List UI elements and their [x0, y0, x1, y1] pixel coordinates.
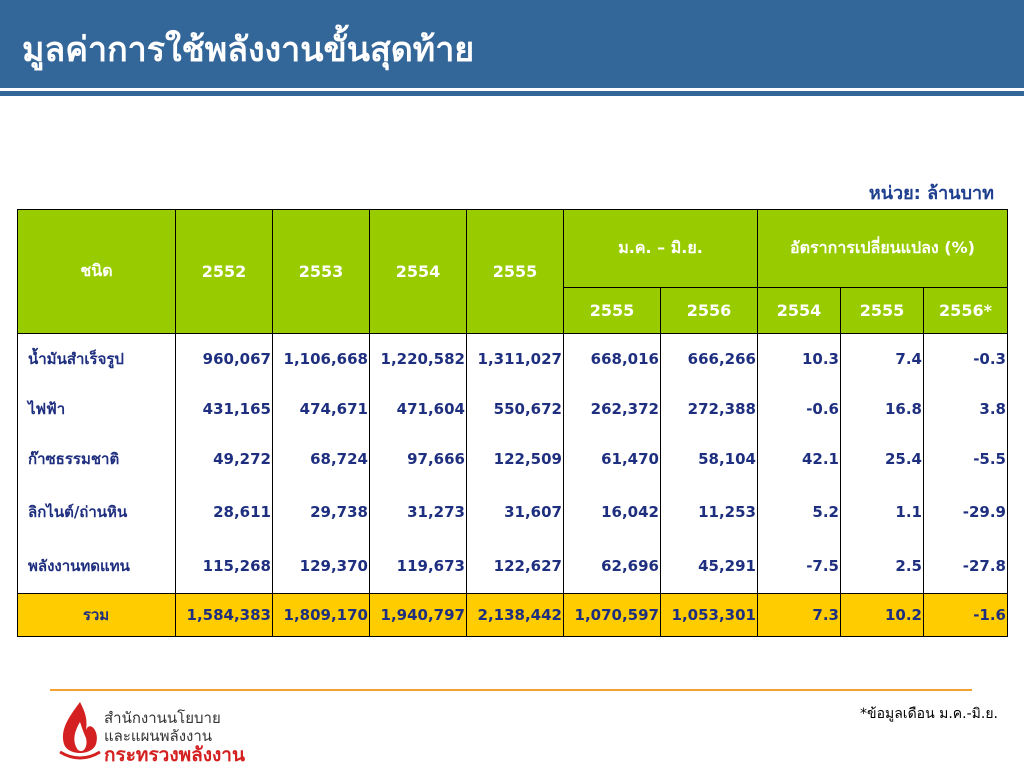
divider — [0, 91, 1024, 96]
value-cell: 1,053,301 — [660, 593, 758, 637]
table-row: น้ำมันสำเร็จรูป 960,067 1,106,668 1,220,582… — [17, 333, 1008, 385]
value-cell: 3.8 — [923, 384, 1008, 433]
title: มูลค่าการใช้พลังงานขั้นสุดท้าย — [22, 30, 475, 70]
value-cell: 58,104 — [660, 432, 758, 485]
header-bar: มูลค่าการใช้พลังงานขั้นสุดท้าย — [0, 0, 1024, 88]
footer-line — [50, 689, 972, 691]
value-cell: 1,940,797 — [369, 593, 467, 637]
value-cell: 10.3 — [757, 333, 841, 385]
label-cell: ก๊าซธรรมชาติ — [17, 432, 176, 485]
value-cell: 11,253 — [660, 484, 758, 539]
logo-icon — [59, 702, 101, 760]
value-cell: 1,070,597 — [563, 593, 661, 637]
value-cell: 1,220,582 — [369, 333, 467, 385]
table-row: รวม 1,584,383 1,809,170 1,940,797 2,138,442 1… — [17, 593, 1008, 637]
value-cell: 122,509 — [466, 432, 564, 485]
footnote: *ข้อมูลเดือน ม.ค.-มิ.ย. — [860, 706, 998, 722]
value-cell: 61,470 — [563, 432, 661, 485]
value-cell: 45,291 — [660, 538, 758, 594]
value-cell: 668,016 — [563, 333, 661, 385]
logo-text: กระทรวงพลังงาน — [104, 744, 245, 766]
value-cell: 2.5 — [840, 538, 924, 594]
label-cell: น้ำมันสำเร็จรูป — [17, 333, 176, 385]
value-cell: 25.4 — [840, 432, 924, 485]
value-cell: 31,607 — [466, 484, 564, 539]
group-header: ม.ค. – มิ.ย. — [563, 209, 758, 288]
label-cell: ลิกไนต์/ถ่านหิน — [17, 484, 176, 539]
value-cell: 1.1 — [840, 484, 924, 539]
value-cell: 960,067 — [175, 333, 273, 385]
value-cell: 7.3 — [757, 593, 841, 637]
value-cell: -5.5 — [923, 432, 1008, 485]
value-cell: 1,809,170 — [272, 593, 370, 637]
sub-header: 2555 — [840, 287, 924, 334]
label-cell: พลังงานทดแทน — [17, 538, 176, 594]
energy-table: ชนิด 2552 2553 2554 2555 ม.ค. – มิ.ย. อั… — [17, 209, 1008, 637]
value-cell: 2,138,442 — [466, 593, 564, 637]
value-cell: 119,673 — [369, 538, 467, 594]
value-cell: 97,666 — [369, 432, 467, 485]
sub-header: 2555 — [563, 287, 661, 334]
value-cell: 16.8 — [840, 384, 924, 433]
value-cell: -1.6 — [923, 593, 1008, 637]
value-cell: 62,696 — [563, 538, 661, 594]
value-cell: 262,372 — [563, 384, 661, 433]
value-cell: 1,106,668 — [272, 333, 370, 385]
value-cell: 431,165 — [175, 384, 273, 433]
sub-header: 2554 — [757, 287, 841, 334]
label-cell: ไฟฟ้า — [17, 384, 176, 433]
value-cell: -29.9 — [923, 484, 1008, 539]
table-row: ไฟฟ้า 431,165 474,671 471,604 550,672 262,372… — [17, 384, 1008, 433]
value-cell: 7.4 — [840, 333, 924, 385]
value-cell: -27.8 — [923, 538, 1008, 594]
value-cell: 129,370 — [272, 538, 370, 594]
value-cell: 29,738 — [272, 484, 370, 539]
header-cell: 2552 — [175, 209, 273, 334]
logo-text: สำนักงานนโยบาย — [104, 709, 221, 727]
table-row: ก๊าซธรรมชาติ 49,272 68,724 97,666 122,509 61,… — [17, 432, 1008, 485]
value-cell: 550,672 — [466, 384, 564, 433]
header-cell: 2555 — [466, 209, 564, 334]
value-cell: 471,604 — [369, 384, 467, 433]
label-cell: รวม — [17, 593, 176, 637]
value-cell: 1,584,383 — [175, 593, 273, 637]
group-label: อัตราการเปลี่ยนแปลง (%) — [790, 238, 975, 257]
value-cell: 115,268 — [175, 538, 273, 594]
value-cell: 5.2 — [757, 484, 841, 539]
value-cell: 16,042 — [563, 484, 661, 539]
divider — [0, 88, 1024, 91]
value-cell: 49,272 — [175, 432, 273, 485]
header-cell: 2554 — [369, 209, 467, 334]
header-cell: 2553 — [272, 209, 370, 334]
value-cell: 666,266 — [660, 333, 758, 385]
group-header: อัตราการเปลี่ยนแปลง (%) — [757, 209, 1008, 288]
unit-label: หน่วย: ล้านบาท — [868, 183, 994, 204]
value-cell: -0.3 — [923, 333, 1008, 385]
value-cell: 474,671 — [272, 384, 370, 433]
value-cell: 122,627 — [466, 538, 564, 594]
value-cell: 10.2 — [840, 593, 924, 637]
table-row: พลังงานทดแทน 115,268 129,370 119,673 122,627… — [17, 538, 1008, 594]
value-cell: -7.5 — [757, 538, 841, 594]
table-row: ลิกไนต์/ถ่านหิน 28,611 29,738 31,273 31,607 1… — [17, 484, 1008, 539]
value-cell: 272,388 — [660, 384, 758, 433]
header-cell: ชนิด — [17, 209, 176, 334]
sub-header: 2556 — [660, 287, 758, 334]
sub-header: 2556* — [923, 287, 1008, 334]
value-cell: 28,611 — [175, 484, 273, 539]
value-cell: -0.6 — [757, 384, 841, 433]
value-cell: 31,273 — [369, 484, 467, 539]
value-cell: 42.1 — [757, 432, 841, 485]
value-cell: 1,311,027 — [466, 333, 564, 385]
value-cell: 68,724 — [272, 432, 370, 485]
logo-text: และแผนพลังงาน — [104, 727, 213, 745]
